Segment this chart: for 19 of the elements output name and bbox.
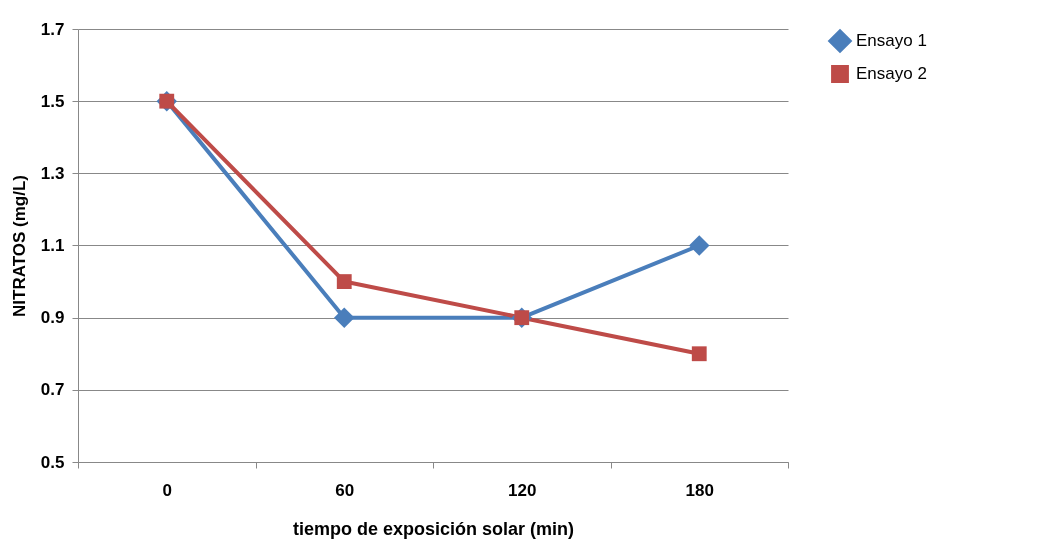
y-tick-label: 1.7 [40, 19, 65, 39]
y-tick-label: 0.7 [40, 380, 65, 400]
legend-label: Ensayo 1 [856, 31, 927, 50]
y-tick-label: 0.5 [40, 452, 65, 472]
point [689, 235, 710, 256]
point [691, 346, 707, 362]
point [334, 307, 355, 328]
x-tick-label: 120 [508, 480, 537, 500]
y-tick-label: 1.1 [40, 236, 65, 255]
x-tick-label: 0 [162, 480, 172, 500]
y-tick-label: 1.3 [40, 163, 65, 183]
point [336, 274, 352, 289]
y-tick-label: 0.9 [40, 308, 65, 328]
x-tick-label: 60 [335, 480, 355, 500]
y-axis-title: NITRATOS (mg/L) [9, 175, 29, 317]
y-tick-label: 1.5 [40, 91, 65, 111]
x-tick-label: 180 [685, 480, 714, 500]
x-axis-title: tiempo de exposición solar (min) [292, 518, 575, 539]
legend-label: Ensayo 2 [856, 64, 927, 83]
